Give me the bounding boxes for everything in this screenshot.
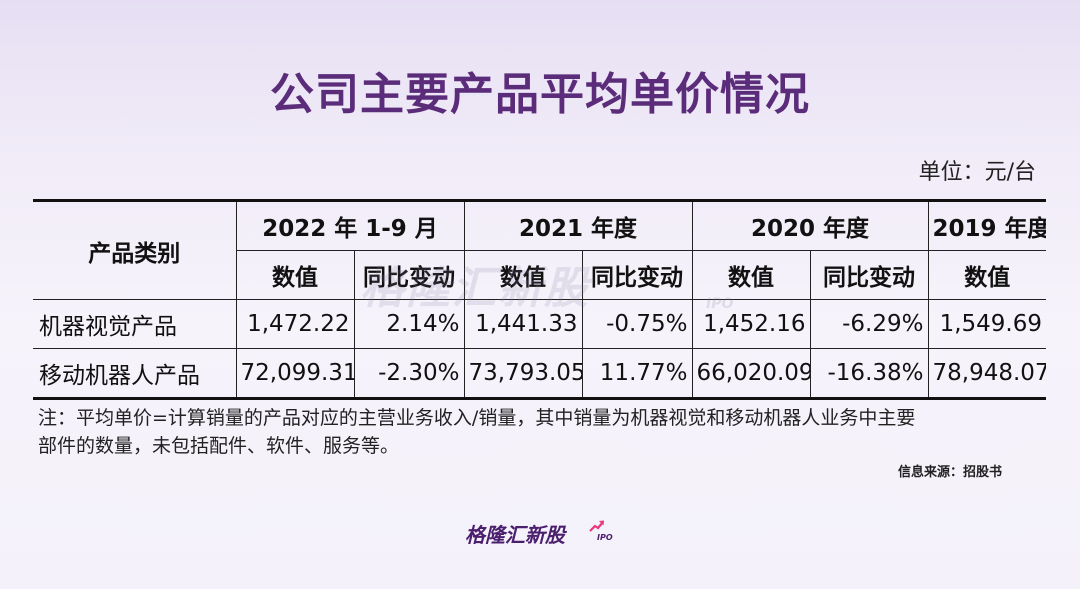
page-title: 公司主要产品平均单价情况 [270,69,810,120]
table-row: 移动机器人产品 72,099.31 -2.30% 73,793.05 11.77… [33,348,1046,399]
table-cell: 1,549.69 [927,299,1046,349]
table-cell: -16.38% [809,348,929,399]
table-cell: 11.77% [581,348,693,399]
value-header: 数值 [236,250,355,300]
brand-logo-ipo: IPO [597,533,613,542]
table-cell: 1,452.16 [691,299,811,349]
unit-label: 单位：元/台 [918,160,1036,185]
category-header: 产品类别 [33,200,237,300]
table-cell: 2.14% [353,299,465,349]
table-cell: -6.29% [809,299,929,349]
brand-logo-text: 格隆汇新股 [465,523,565,547]
period-header: 2022 年 1-9 月 [235,200,465,251]
trend-arrow-icon [589,520,604,532]
table-row: 机器视觉产品 1,472.22 2.14% 1,441.33 -0.75% 1,… [33,299,1046,349]
source-label: 信息来源：招股书 [898,465,1003,480]
table-cell: 73,793.05 [463,348,583,399]
value-header: 数值 [463,250,583,300]
price-table-container: 产品类别 2022 年 1-9 月 2021 年度 2020 年度 2019 年… [33,199,1046,400]
table-cell: 1,441.33 [463,299,583,349]
price-table: 产品类别 2022 年 1-9 月 2021 年度 2020 年度 2019 年… [33,199,1046,400]
table-cell: 78,948.07 [927,348,1046,399]
header-row-periods: 产品类别 2022 年 1-9 月 2021 年度 2020 年度 2019 年… [33,200,1046,300]
value-header: 数值 [927,250,1046,300]
footnote: 注：平均单价=计算销量的产品对应的主营业务收入/销量，其中销量为机器视觉和移动机… [38,404,1043,460]
value-header: 数值 [691,250,811,300]
header-row-metrics: 数值 同比变动 数值 同比变动 数值 同比变动 数值 [33,250,1046,300]
change-header: 同比变动 [353,250,465,300]
row-category: 机器视觉产品 [33,299,237,349]
table-cell: 66,020.09 [691,348,811,399]
footnote-line: 部件的数量，未包括配件、软件、服务等。 [38,435,400,457]
period-header: 2021 年度 [463,200,693,251]
table-cell: -0.75% [581,299,693,349]
table-cell: 72,099.31 [235,348,355,399]
change-header: 同比变动 [809,250,929,300]
row-category: 移动机器人产品 [33,348,237,399]
period-header: 2020 年度 [691,200,929,251]
table-cell: -2.30% [353,348,465,399]
table-cell: 1,472.22 [235,299,355,349]
change-header: 同比变动 [581,250,693,300]
period-header: 2019 年度 [927,200,1046,251]
footnote-line: 注：平均单价=计算销量的产品对应的主营业务收入/销量，其中销量为机器视觉和移动机… [38,407,916,429]
